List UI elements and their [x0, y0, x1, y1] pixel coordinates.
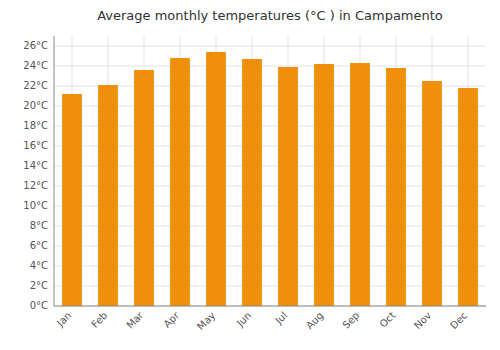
- bar: [98, 85, 118, 306]
- y-tick-label: 4°C: [30, 260, 48, 271]
- grid: [54, 36, 486, 306]
- chart-container: 0°C 2°C 4°C 6°C 8°C 10°C 12°C 14°C 16°C 18°C 20°C 2…: [0, 0, 500, 350]
- y-grid-line: [54, 166, 486, 167]
- x-tick-label: Dec: [448, 310, 469, 331]
- y-tick-label: 12°C: [23, 180, 48, 191]
- y-tick-label: 14°C: [23, 160, 48, 171]
- bar: [278, 67, 298, 306]
- y-tick-label: 22°C: [23, 80, 48, 91]
- bar: [386, 68, 406, 306]
- bars: [62, 52, 478, 306]
- y-grid-line: [54, 246, 486, 247]
- bar: [422, 81, 442, 306]
- x-tick-label: Sep: [340, 310, 361, 331]
- x-tick-label: Jun: [234, 310, 254, 330]
- y-tick-label: 2°C: [30, 280, 48, 291]
- x-tick-label: Nov: [412, 310, 434, 332]
- y-grid-line: [54, 126, 486, 127]
- y-tick-label: 16°C: [23, 140, 48, 151]
- y-tick-label: 6°C: [30, 240, 48, 251]
- bar: [350, 63, 370, 306]
- y-grid-line: [54, 286, 486, 287]
- y-axis-line: [54, 36, 55, 306]
- bar: [134, 70, 154, 306]
- x-tick-label: Mar: [124, 309, 146, 331]
- y-grid-line: [54, 186, 486, 187]
- x-tick-label: May: [195, 310, 217, 332]
- y-tick-label: 26°C: [23, 40, 48, 51]
- x-tick-label: Jul: [272, 310, 289, 327]
- y-grid-line: [54, 66, 486, 67]
- y-tick-label: 0°C: [30, 300, 48, 311]
- y-grid-line: [54, 86, 486, 87]
- bar: [62, 94, 82, 306]
- bar: [242, 59, 262, 306]
- y-grid-line: [54, 226, 486, 227]
- y-grid-line: [54, 106, 486, 107]
- y-tick-label: 8°C: [30, 220, 48, 231]
- y-grid-line: [54, 46, 486, 47]
- chart: 0°C 2°C 4°C 6°C 8°C 10°C 12°C 14°C 16°C 18°C 20°C 2…: [0, 0, 500, 350]
- title: Average monthly temperatures (°C ) in Ca…: [97, 8, 443, 23]
- bar: [458, 88, 478, 306]
- y-tick-label: 10°C: [23, 200, 48, 211]
- y-tick-label: 20°C: [23, 100, 48, 111]
- y-grid-line: [54, 206, 486, 207]
- x-tick-label: Apr: [161, 309, 182, 330]
- axes: 0°C 2°C 4°C 6°C 8°C 10°C 12°C 14°C 16°C 18°C 20°C 2…: [23, 40, 469, 332]
- y-grid-line: [54, 306, 486, 307]
- bar: [314, 64, 334, 306]
- bar: [170, 58, 190, 306]
- y-tick-label: 24°C: [23, 60, 48, 71]
- bar: [206, 52, 226, 306]
- y-grid-line: [54, 146, 486, 147]
- y-tick-label: 18°C: [23, 120, 48, 131]
- y-grid-line: [54, 266, 486, 267]
- x-tick-label: Oct: [377, 310, 397, 330]
- x-tick-label: Jan: [54, 310, 73, 329]
- x-tick-label: Feb: [89, 310, 109, 330]
- x-tick-label: Aug: [304, 310, 326, 332]
- x-axis-line: [54, 306, 486, 307]
